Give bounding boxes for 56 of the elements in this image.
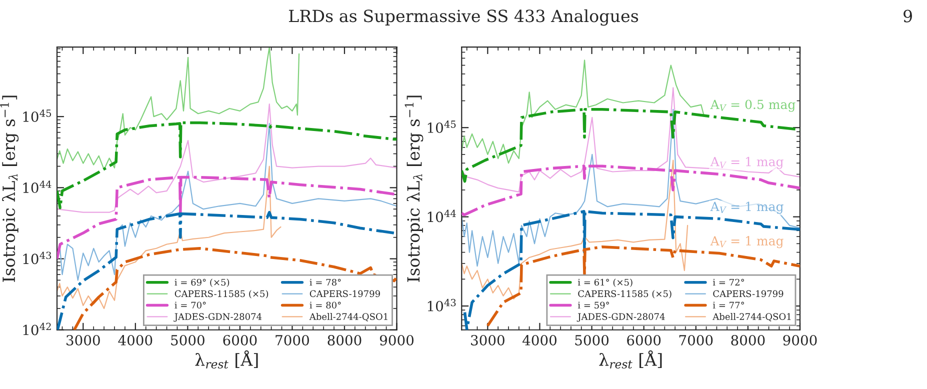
y-tick-label: 10$^{43}$ xyxy=(23,252,52,264)
legend-label: CAPERS-11585 (×5) xyxy=(578,290,672,298)
x-tick-label: 3000 xyxy=(66,334,100,346)
x-tick-label: 4000 xyxy=(522,334,556,346)
y-tick-label: 10$^{42}$ xyxy=(23,322,51,336)
y-tick-label: 10$^{43}$ xyxy=(428,298,456,312)
x-tick-label: 7000 xyxy=(679,334,713,346)
y-axis-title: Isotropic λL$_{λ}$ [erg s$^{−1}$] xyxy=(404,96,424,282)
x-tick-label: 5000 xyxy=(171,334,204,346)
x-tick-label: 5000 xyxy=(575,334,609,346)
x-axis-title: λ$_{rest}$ [Å] xyxy=(599,350,662,369)
annotation: A$_{V}$ = 1 mag xyxy=(710,236,784,248)
legend-label: i = 69° (×5) xyxy=(174,278,230,287)
legend-label: i = 78° xyxy=(310,278,341,286)
y-tick-label: 10$^{44}$ xyxy=(23,180,52,194)
annotation: A$_{V}$ = 0.5 mag xyxy=(710,100,796,112)
x-tick-label: 4000 xyxy=(118,334,152,346)
line-series xyxy=(57,104,397,213)
text: LRDs as Supermassive SS 433 Analogues xyxy=(288,9,638,26)
line-series xyxy=(462,87,800,193)
annotation: A$_{V}$ = 1 mag xyxy=(710,156,784,169)
y-tick-label: 10$^{45}$ xyxy=(23,110,52,122)
legend-label: CAPERS-11585 (×5) xyxy=(174,290,268,298)
line-series xyxy=(462,60,704,164)
text: 9 xyxy=(904,10,912,22)
y-axis-title: Isotropic λL$_{λ}$ [erg s$^{−1}$] xyxy=(0,96,19,282)
x-tick-label: 8000 xyxy=(731,334,765,346)
x-tick-label: 3000 xyxy=(471,334,504,346)
x-tick-label: 7000 xyxy=(276,334,309,346)
line-series xyxy=(57,47,300,170)
y-tick-label: 10$^{44}$ xyxy=(428,210,456,222)
line-series xyxy=(57,166,282,310)
legend-label: JADES-GDN-28074 xyxy=(174,313,262,322)
y-tick-label: 10$^{45}$ xyxy=(428,120,456,133)
line-series xyxy=(57,121,397,210)
x-tick-label: 6000 xyxy=(627,334,661,346)
annotation: A$_{V}$ = 1 mag xyxy=(710,202,784,214)
legend-label: i = 80° xyxy=(310,302,341,309)
legend-label: i = 70° xyxy=(174,302,206,309)
legend-label: CAPERS-19799 xyxy=(310,290,380,298)
legend-label: i = 77° xyxy=(712,302,744,308)
line-series xyxy=(462,160,688,300)
legend-label: i = 61° (×5) xyxy=(578,278,632,287)
x-tick-label: 6000 xyxy=(223,334,257,346)
legend-label: JADES-GDN-28074 xyxy=(576,313,665,322)
line-series xyxy=(72,246,397,330)
legend-label: Abell-2744-QSO1 xyxy=(309,313,388,322)
legend-label: CAPERS-19799 xyxy=(713,290,784,298)
x-tick-label: 8000 xyxy=(328,334,362,346)
x-axis-title: λ$_{rest}$ [Å] xyxy=(195,350,258,369)
legend-label: i = 72° xyxy=(712,278,744,286)
legend-label: i = 59° xyxy=(578,302,609,309)
x-tick-label: 9000 xyxy=(380,334,414,346)
x-tick-label: 9000 xyxy=(783,334,817,346)
line-series xyxy=(57,176,397,260)
legend-label: Abell-2744-QSO1 xyxy=(712,313,791,322)
